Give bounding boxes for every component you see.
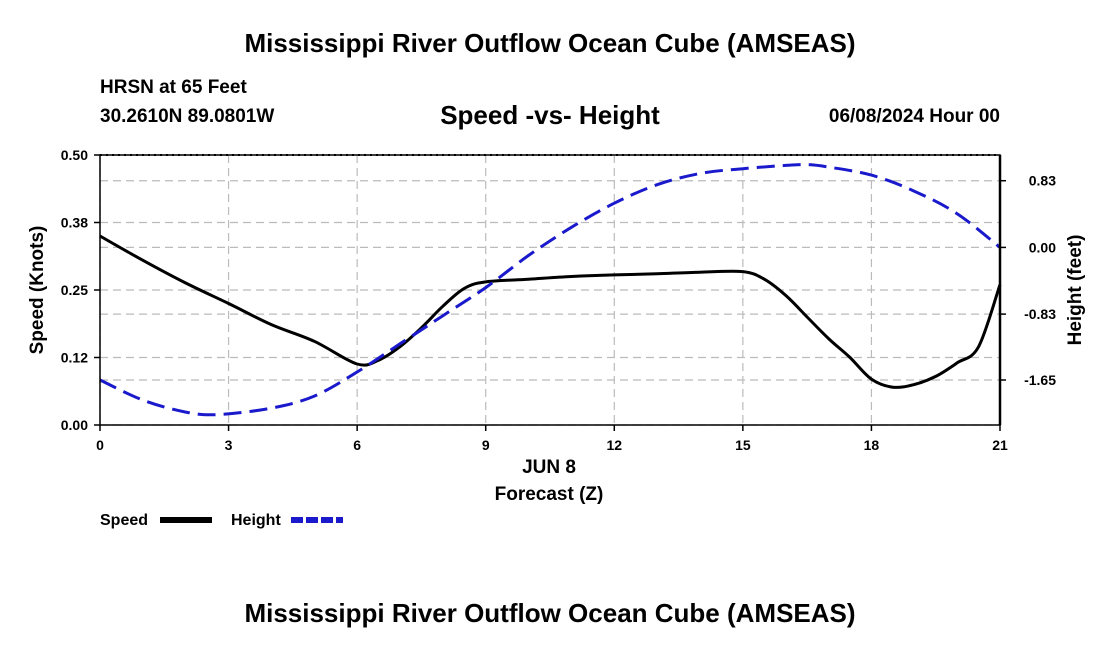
series-line-speed xyxy=(99,234,1002,389)
footer-title: Mississippi River Outflow Ocean Cube (AM… xyxy=(244,598,856,628)
y2-axis-label: Height (feet) xyxy=(1065,235,1086,346)
x-tick-label: 0 xyxy=(96,437,104,453)
x-tick-label: 21 xyxy=(992,437,1008,453)
y-tick-label: 0.12 xyxy=(61,350,88,366)
y-tick-label: 0.25 xyxy=(61,282,88,298)
y2-tick-label: -1.65 xyxy=(1024,372,1056,388)
x-tick-label: 18 xyxy=(864,437,880,453)
y-axis-ticks: 0.00 0.12 0.25 0.38 0.50 xyxy=(61,147,100,433)
x-tick-label: 9 xyxy=(482,437,490,453)
legend-label-height: Height xyxy=(231,512,281,529)
grid-lines xyxy=(99,154,1001,426)
y2-tick-label: 0.83 xyxy=(1029,173,1056,189)
station-label: HRSN at 65 Feet xyxy=(100,77,247,98)
legend-label-speed: Speed xyxy=(100,512,148,529)
x-tick-label: 6 xyxy=(353,437,361,453)
chart-subtitle: Speed -vs- Height xyxy=(440,100,660,130)
x-tick-label: 12 xyxy=(606,437,622,453)
x-axis-ticks: 0 3 6 9 12 15 18 21 xyxy=(96,425,1008,453)
x-date-label: JUN 8 xyxy=(522,457,576,478)
y-tick-label: 0.38 xyxy=(61,215,88,231)
y-tick-label: 0.00 xyxy=(61,417,88,433)
legend: Speed Height xyxy=(100,512,343,529)
station-coordinates: 30.2610N 89.0801W xyxy=(100,106,275,127)
forecast-datetime: 06/08/2024 Hour 00 xyxy=(828,106,1000,127)
y-tick-label: 0.50 xyxy=(61,147,88,163)
x-tick-label: 3 xyxy=(225,437,233,453)
chart-main-title: Mississippi River Outflow Ocean Cube (AM… xyxy=(244,28,856,58)
series-lines xyxy=(99,163,1002,417)
y-axis-label: Speed (Knots) xyxy=(27,226,48,355)
y2-tick-label: -0.83 xyxy=(1024,306,1056,322)
y2-tick-label: 0.00 xyxy=(1029,239,1056,255)
y2-axis-ticks: 0.83 0.00 -0.83 -1.65 xyxy=(1000,173,1056,388)
series-line-height xyxy=(99,163,1001,417)
x-tick-label: 15 xyxy=(735,437,751,453)
x-axis-label: Forecast (Z) xyxy=(495,484,604,505)
